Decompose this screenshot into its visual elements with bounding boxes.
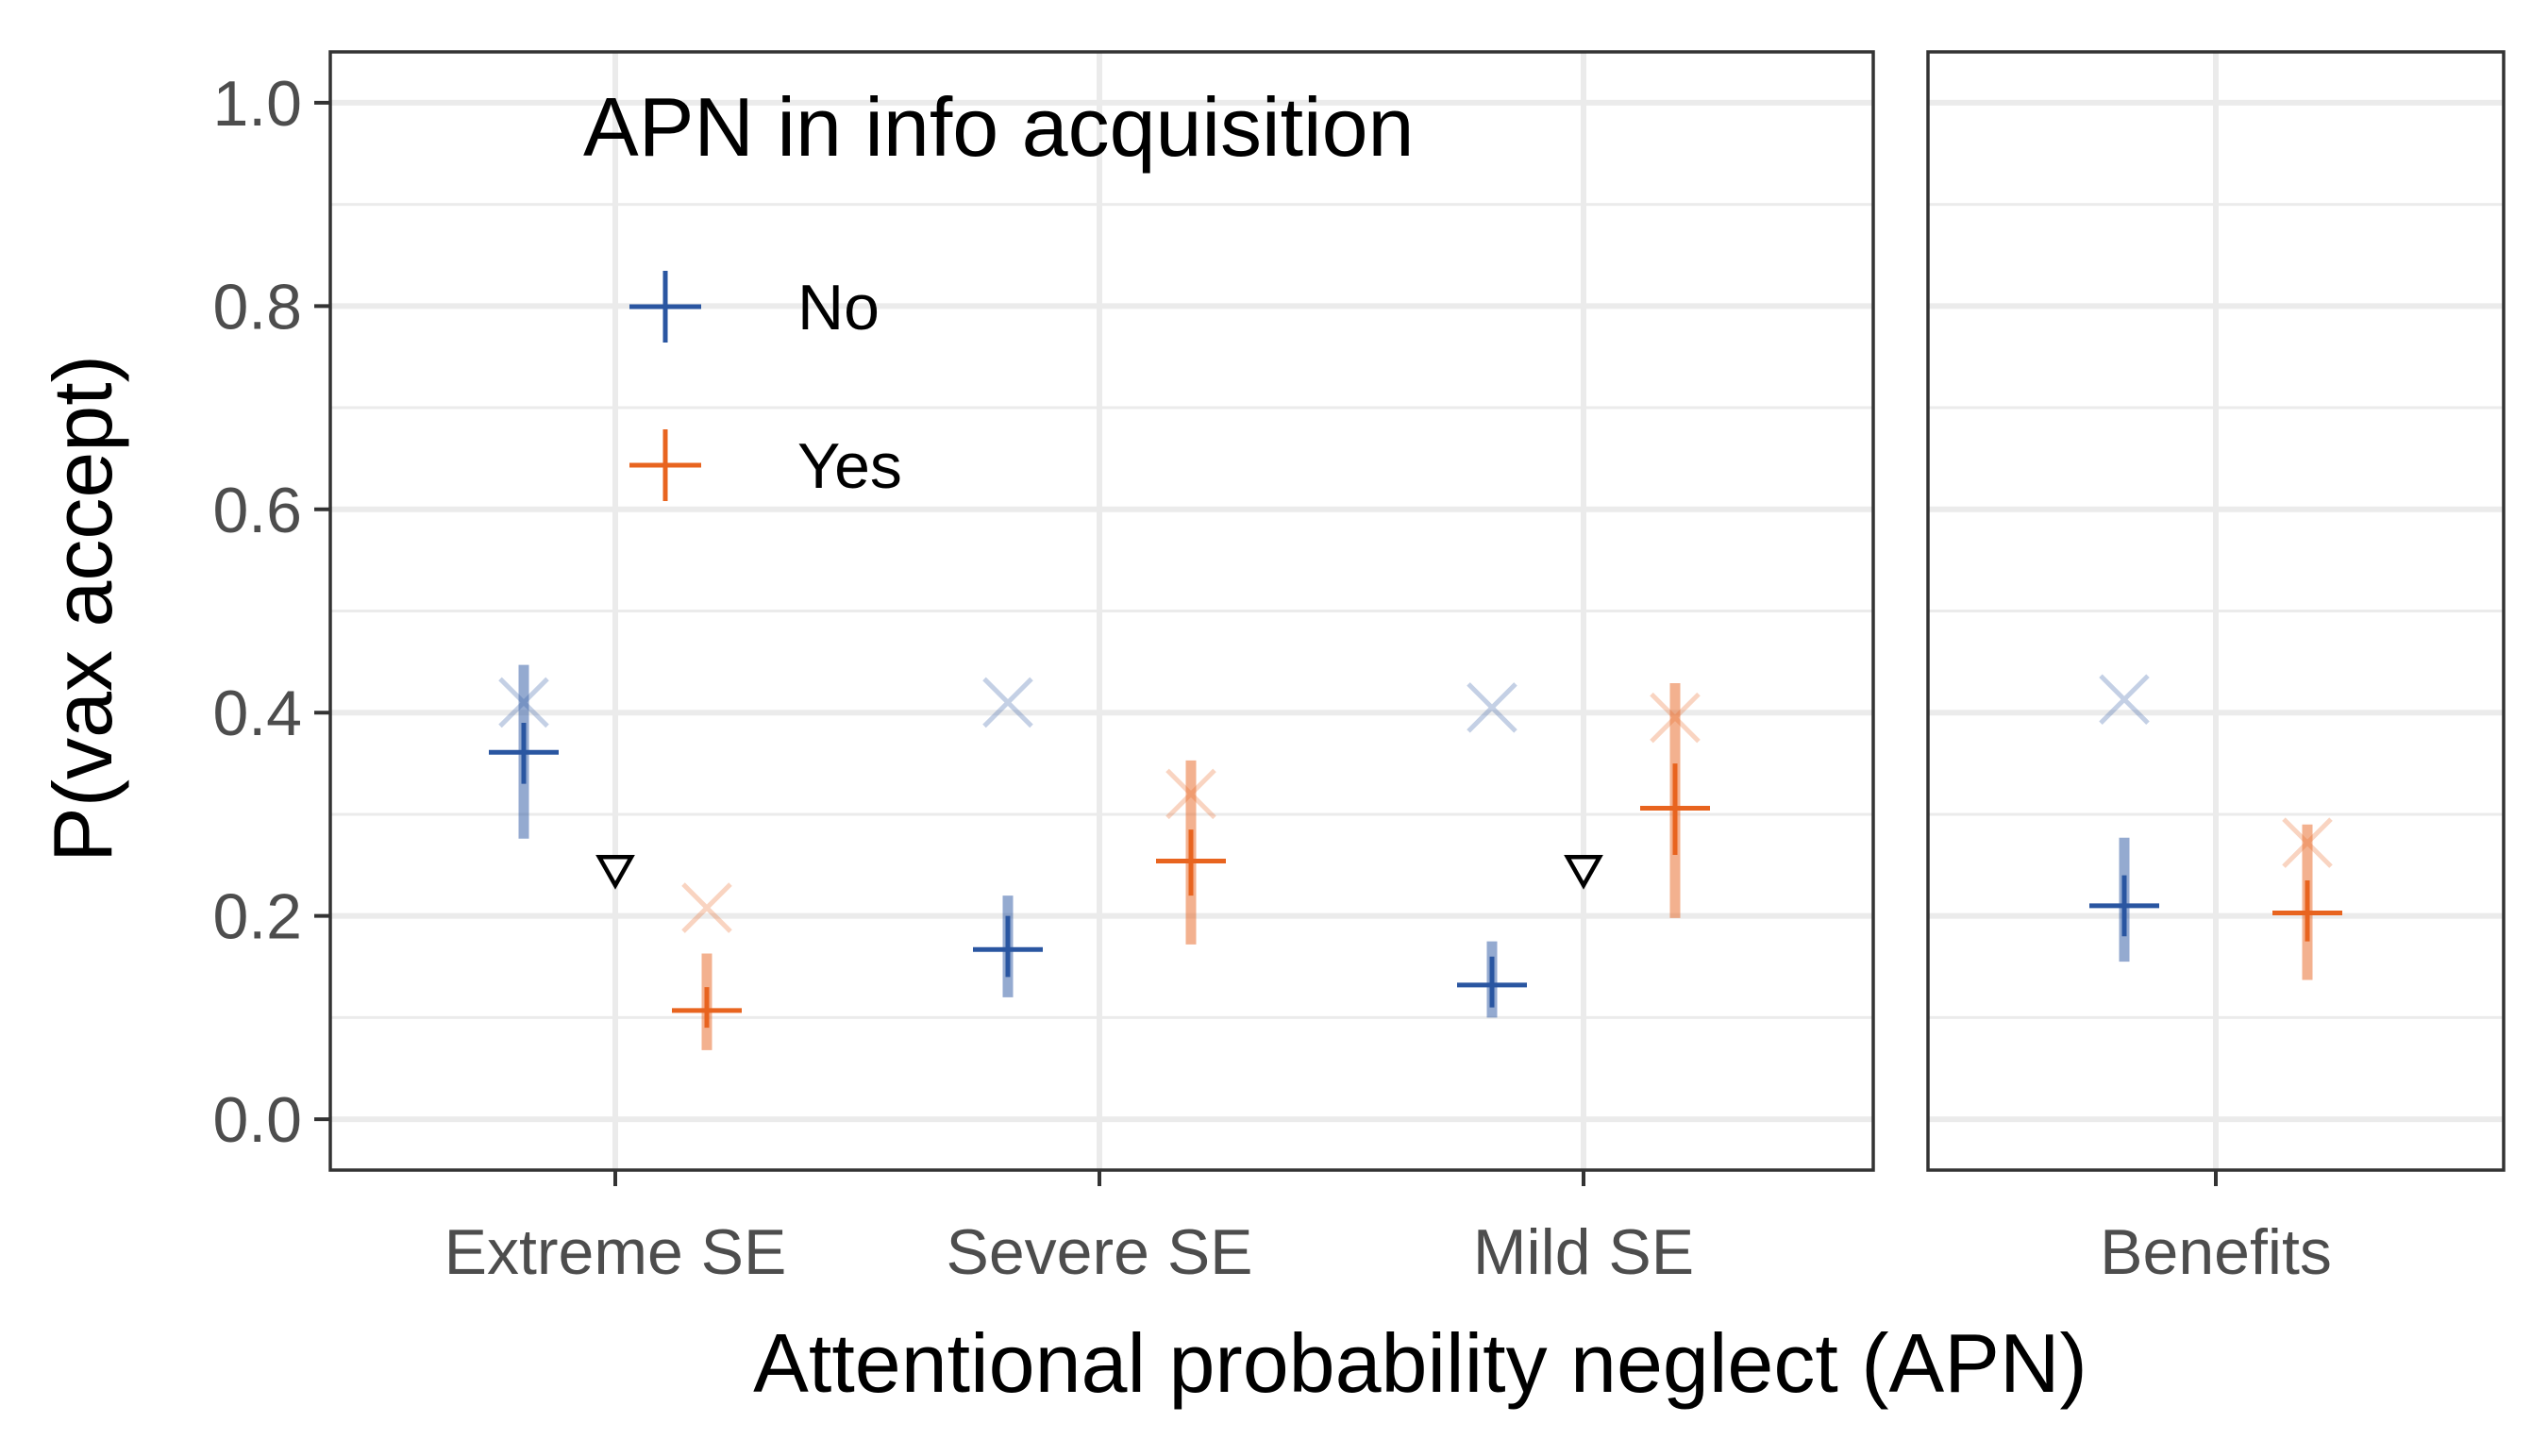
legend: APN in info acquisition No Yes <box>583 80 1414 502</box>
reference-x-marker <box>2099 674 2150 725</box>
panel-border <box>328 50 1875 1172</box>
y-tick-label: 0.2 <box>212 881 302 953</box>
reference-x-marker <box>681 882 732 933</box>
reference-x-marker <box>1467 682 1517 733</box>
y-tick-label: 1.0 <box>212 68 302 140</box>
y-tick-label: 0.4 <box>212 678 302 749</box>
axes: Extreme SE Severe SE Mild SE Benefits 0.0 0.2… <box>212 68 2331 1288</box>
y-tick-label: 0.6 <box>212 475 302 546</box>
x-axis-title: Attentional probability neglect (APN) <box>753 1316 2087 1410</box>
x-tick-label: Benefits <box>2100 1216 2332 1288</box>
x-tick-label: Severe SE <box>946 1216 1252 1288</box>
x-tick-label: Mild SE <box>1473 1216 1694 1288</box>
y-tick-label: 0.0 <box>212 1084 302 1156</box>
data-marks <box>489 664 2342 1050</box>
triangle-marker <box>595 854 635 890</box>
y-tick-label: 0.8 <box>212 271 302 343</box>
reference-x-marker <box>982 677 1033 728</box>
triangle-marker <box>1564 854 1603 890</box>
y-axis-title: P(vax accept) <box>36 355 129 862</box>
x-tick-label: Extreme SE <box>444 1216 787 1288</box>
legend-label-yes: Yes <box>797 430 902 502</box>
grid <box>330 52 2504 1170</box>
legend-title: APN in info acquisition <box>583 80 1414 174</box>
legend-label-no: No <box>797 272 880 343</box>
